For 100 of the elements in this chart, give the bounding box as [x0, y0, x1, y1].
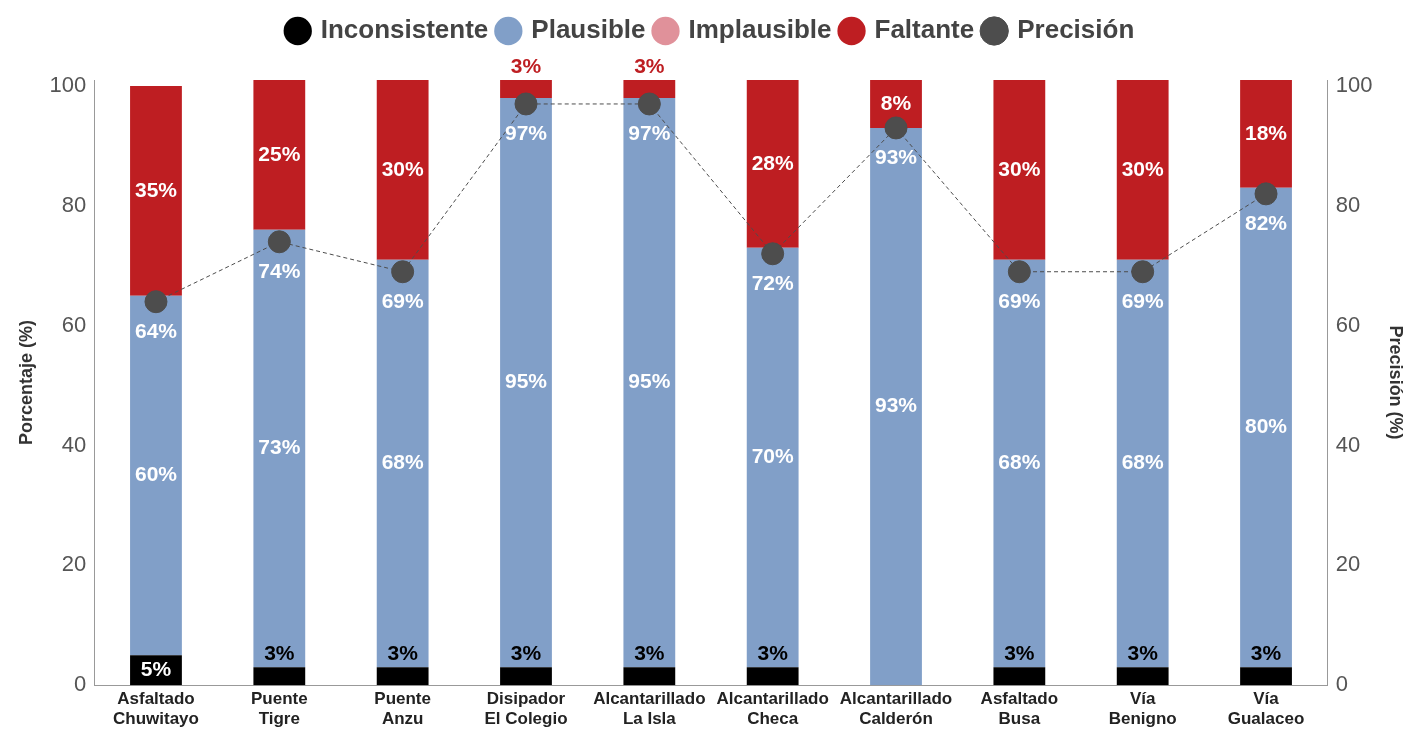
bar — [500, 667, 552, 686]
data-label: 69% — [1121, 288, 1165, 312]
point — [1254, 182, 1278, 206]
legend-label: Faltante — [874, 14, 975, 45]
y2-tick-label: 0 — [1335, 671, 1348, 697]
legend-label: Inconsistente — [320, 14, 489, 45]
bar — [623, 80, 676, 98]
data-label: 3% — [264, 641, 295, 665]
data-label: 3% — [1004, 641, 1035, 665]
x-tick-label: Alcantarillado Calderón — [839, 689, 953, 729]
y-tick-label: 0 — [74, 671, 87, 697]
x-tick-label: Asfaltado Chuwitayo — [113, 689, 199, 729]
bar — [746, 80, 799, 248]
bar — [253, 80, 306, 230]
legend-label: Plausible — [531, 14, 646, 45]
data-label: 68% — [381, 450, 424, 474]
data-label: 3% — [634, 641, 665, 665]
y-tick-label: 20 — [61, 551, 87, 577]
point — [391, 260, 415, 284]
x-tick-label: Alcantarillado La Isla — [593, 689, 706, 729]
legend-label: Precisión — [1017, 14, 1135, 45]
data-label: 28% — [751, 150, 795, 174]
bar — [376, 259, 429, 668]
point — [884, 116, 908, 140]
y-tick-label: 100 — [49, 72, 87, 98]
data-label: 68% — [998, 450, 1041, 474]
data-label: 70% — [751, 444, 795, 468]
bar — [1116, 259, 1169, 668]
data-label: 97% — [504, 120, 548, 144]
data-label: 8% — [880, 90, 912, 114]
data-label: 3% — [510, 53, 542, 77]
bar — [870, 127, 922, 686]
bar — [746, 667, 799, 686]
data-label: 95% — [628, 369, 671, 393]
data-label: 30% — [1121, 156, 1165, 180]
data-label: 68% — [1121, 450, 1165, 474]
point — [637, 92, 661, 116]
bar — [993, 667, 1046, 686]
data-label: 69% — [998, 288, 1041, 312]
x-tick-label: Puente Anzu — [374, 689, 431, 729]
bar — [376, 80, 429, 260]
data-label: 35% — [134, 177, 178, 201]
bar — [1116, 667, 1169, 686]
bar — [130, 295, 182, 656]
data-label: 3% — [634, 53, 665, 77]
x-tick-label: Asfaltado Busa — [980, 689, 1059, 729]
data-label: 80% — [1245, 414, 1288, 438]
data-label: 73% — [258, 435, 301, 459]
x-tick-label: Disipador El Colegio — [484, 689, 568, 729]
bar — [376, 667, 429, 686]
data-label: 93% — [874, 144, 918, 168]
y-tick-label: 60 — [61, 311, 87, 337]
data-label: 60% — [134, 462, 178, 486]
y-tick-label: 40 — [61, 431, 87, 457]
point — [267, 230, 291, 254]
legend-label: Implausible — [688, 14, 832, 45]
bar — [993, 259, 1046, 668]
data-label: 82% — [1245, 210, 1288, 234]
data-label: 3% — [387, 641, 419, 665]
y-tick-label: 80 — [61, 191, 87, 217]
bar — [500, 97, 552, 668]
x-tick-label: Vía Gualaceo — [1227, 689, 1305, 729]
data-label: 69% — [381, 288, 424, 312]
data-label: 97% — [628, 120, 671, 144]
bar — [500, 80, 552, 98]
x-tick-label: Alcantarillado Checa — [716, 689, 829, 729]
y2-tick-label: 40 — [1335, 431, 1361, 457]
data-label: 30% — [381, 156, 424, 180]
data-label: 74% — [258, 258, 301, 282]
y2-tick-label: 20 — [1335, 551, 1361, 577]
x-tick-label: Vía Benigno — [1108, 689, 1177, 729]
point — [1007, 260, 1031, 284]
y2-axis-title: Precisión (%) — [1386, 325, 1407, 440]
bar — [253, 229, 306, 668]
data-label: 64% — [134, 318, 178, 342]
data-label: 18% — [1245, 120, 1288, 144]
y2-tick-label: 100 — [1335, 72, 1373, 98]
bar — [253, 667, 306, 686]
y2-tick-label: 80 — [1335, 191, 1361, 217]
data-label: 3% — [510, 641, 542, 665]
data-label: 3% — [757, 641, 789, 665]
data-label: 93% — [874, 393, 918, 417]
bar — [623, 667, 676, 686]
bar — [746, 247, 799, 668]
bar — [623, 97, 676, 668]
point — [514, 92, 538, 116]
bar — [1240, 80, 1292, 188]
point — [761, 242, 785, 266]
x-tick-label: Puente Tigre — [250, 689, 308, 729]
point — [1131, 260, 1155, 284]
bar — [130, 85, 182, 296]
data-label: 72% — [751, 270, 795, 294]
y2-tick-label: 60 — [1335, 311, 1361, 337]
bar — [1116, 80, 1169, 260]
data-label: 3% — [1250, 641, 1282, 665]
bar — [1240, 187, 1292, 668]
bar — [1240, 667, 1292, 686]
data-label: 3% — [1127, 641, 1159, 665]
data-label: 95% — [504, 369, 548, 393]
bar — [993, 80, 1046, 260]
